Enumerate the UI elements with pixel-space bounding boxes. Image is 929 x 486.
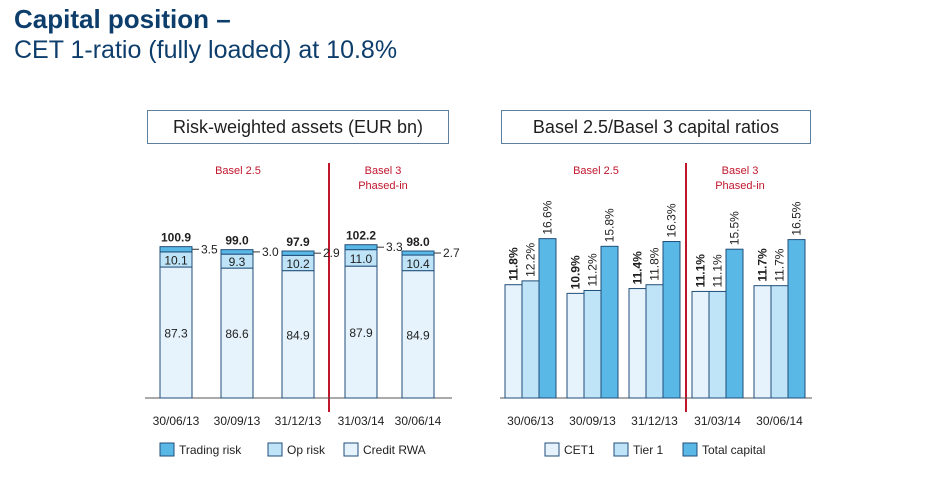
rwa-op-label: 10.2	[286, 257, 310, 271]
ratios-legend-label: Total capital	[702, 443, 765, 457]
ratios-value-label: 11.8%	[648, 247, 662, 280]
ratios-value-label: 11.7%	[773, 248, 787, 281]
ratios-value-label: 11.1%	[711, 254, 725, 287]
rwa-period-label-basel25: Basel 2.5	[215, 165, 261, 177]
ratios-value-label: 16.5%	[790, 201, 804, 235]
ratios-category-label: 30/09/13	[569, 414, 616, 428]
rwa-trading-label: 2.7	[443, 246, 460, 260]
rwa-op-label: 10.1	[164, 253, 188, 267]
rwa-bar-trading-risk	[281, 250, 315, 256]
rwa-trading-label: 3.5	[201, 242, 218, 256]
ratios-value-label: 11.2%	[586, 253, 600, 286]
rwa-period-label-basel3: Basel 3	[365, 165, 402, 177]
ratios-value-label: 16.6%	[541, 200, 555, 234]
ratios-bar-cet1	[691, 290, 710, 399]
ratios-bar-total-capital	[538, 238, 557, 399]
rwa-category-label: 31/03/14	[338, 414, 385, 428]
ratios-value-label: 12.2%	[524, 243, 538, 277]
ratios-bar-tier-1	[645, 284, 664, 399]
rwa-trading-label: 2.9	[323, 246, 340, 260]
rwa-total-label: 98.0	[406, 235, 430, 249]
rwa-total-label: 99.0	[225, 234, 249, 248]
rwa-bar-trading-risk	[220, 249, 254, 255]
ratios-bar-cet1	[566, 292, 585, 399]
rwa-bar-trading-risk	[159, 246, 193, 253]
rwa-total-label: 100.9	[161, 231, 191, 245]
ratios-category-label: 30/06/14	[756, 414, 803, 428]
ratios-value-label: 15.5%	[728, 211, 742, 245]
ratios-bar-total-capital	[725, 248, 744, 399]
rwa-bar-credit-rwa	[344, 265, 378, 399]
rwa-bar-trading-risk	[401, 250, 435, 256]
ratios-bar-tier-1	[583, 289, 602, 399]
ratios-value-label: 11.7%	[756, 248, 770, 282]
rwa-chart-title: Risk-weighted assets (EUR bn)	[147, 110, 449, 144]
rwa-legend-swatch	[343, 442, 359, 457]
rwa-total-label: 97.9	[286, 235, 310, 249]
ratios-bar-cet1	[504, 284, 523, 399]
rwa-legend-swatch	[267, 442, 283, 457]
ratios-value-label: 16.3%	[665, 203, 679, 237]
rwa-op-label: 11.0	[350, 252, 373, 266]
rwa-period-label-phased: Phased-in	[358, 180, 408, 192]
rwa-bar-credit-rwa	[401, 270, 435, 399]
ratios-bar-total-capital	[600, 245, 619, 399]
rwa-trading-label: 3.0	[262, 245, 279, 259]
rwa-category-label: 30/06/13	[153, 414, 200, 428]
ratios-legend-label: Tier 1	[633, 443, 664, 457]
ratios-period-label-basel25: Basel 2.5	[573, 165, 619, 177]
ratios-value-label: 11.8%	[507, 247, 521, 281]
rwa-bar-credit-rwa	[220, 267, 254, 399]
ratios-value-label: 11.1%	[694, 254, 708, 288]
ratios-bar-cet1	[628, 288, 647, 399]
ratios-value-label: 11.4%	[631, 251, 645, 285]
ratios-category-label: 31/12/13	[631, 414, 678, 428]
ratios-value-label: 10.9%	[569, 255, 583, 289]
rwa-legend-label: Trading risk	[179, 443, 242, 457]
rwa-category-label: 30/09/13	[214, 414, 261, 428]
ratios-period-label-basel3: Basel 3	[722, 165, 759, 177]
rwa-op-label: 9.3	[229, 255, 246, 269]
ratios-chart-title: Basel 2.5/Basel 3 capital ratios	[501, 110, 811, 144]
rwa-category-label: 31/12/13	[275, 414, 322, 428]
ratios-bar-tier-1	[521, 280, 540, 399]
rwa-bar-credit-rwa	[281, 270, 315, 399]
rwa-credit-label: 84.9	[286, 328, 310, 342]
rwa-total-label: 102.2	[346, 229, 376, 243]
ratios-bar-tier-1	[708, 290, 727, 399]
ratios-bar-cet1	[753, 285, 772, 399]
rwa-credit-label: 87.3	[164, 327, 188, 341]
rwa-legend-label: Credit RWA	[363, 443, 426, 457]
ratios-bar-total-capital	[787, 239, 806, 399]
rwa-legend-label: Op risk	[287, 443, 326, 457]
ratios-legend-label: CET1	[564, 443, 595, 457]
ratios-legend-swatch	[613, 442, 629, 457]
page-title: Capital position –	[14, 4, 231, 34]
ratios-legend-swatch	[682, 442, 698, 457]
page-subtitle: CET 1-ratio (fully loaded) at 10.8%	[14, 36, 398, 64]
rwa-credit-label: 84.9	[406, 328, 430, 342]
ratios-bar-tier-1	[770, 285, 789, 399]
rwa-trading-label: 3.3	[386, 240, 403, 254]
ratios-legend-swatch	[544, 442, 560, 457]
rwa-bar-trading-risk	[344, 244, 378, 251]
rwa-credit-label: 87.9	[349, 326, 373, 340]
ratios-category-label: 31/03/14	[694, 414, 741, 428]
rwa-legend-swatch	[159, 442, 175, 457]
rwa-op-label: 10.4	[406, 257, 430, 271]
ratios-category-label: 30/06/13	[507, 414, 554, 428]
rwa-bar-credit-rwa	[159, 266, 193, 399]
ratios-bar-total-capital	[662, 241, 681, 399]
ratios-value-label: 15.8%	[603, 208, 617, 242]
ratios-period-label-phased: Phased-in	[715, 180, 765, 192]
rwa-category-label: 30/06/14	[395, 414, 442, 428]
rwa-credit-label: 86.6	[225, 327, 249, 341]
